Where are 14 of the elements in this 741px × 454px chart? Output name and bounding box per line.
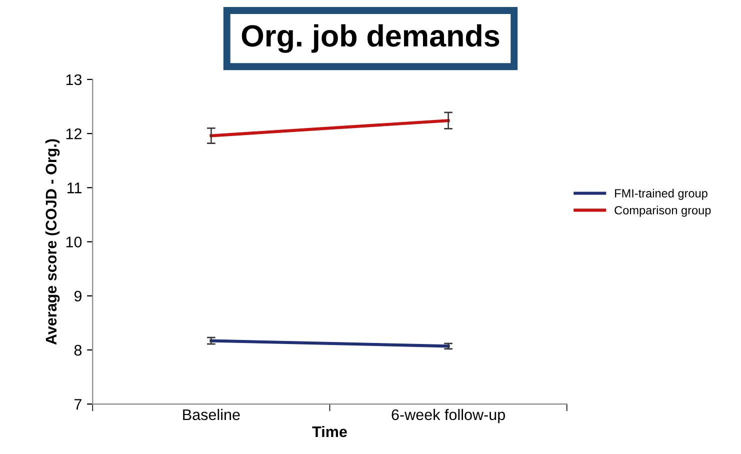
y-tick-label: 8 [74,344,82,356]
chart-title: Org. job demands [242,24,500,53]
y-tick-label: 7 [74,399,82,410]
y-tick-label: 12 [66,128,82,140]
y-tick-label: 11 [68,182,82,194]
x-tick-label: 6-week follow-up [392,408,505,424]
x-tick-label: Baseline [183,408,240,420]
legend-label: FMI-trained group [615,188,708,200]
x-axis-title: Time [312,426,347,438]
y-tick-label: 10 [66,236,82,248]
legend-label: Comparison group [614,206,711,217]
y-axis-title: Average score (COJD - Org.) [45,139,60,345]
y-tick-label: 13 [66,74,82,86]
y-tick-label: 9 [74,290,82,302]
